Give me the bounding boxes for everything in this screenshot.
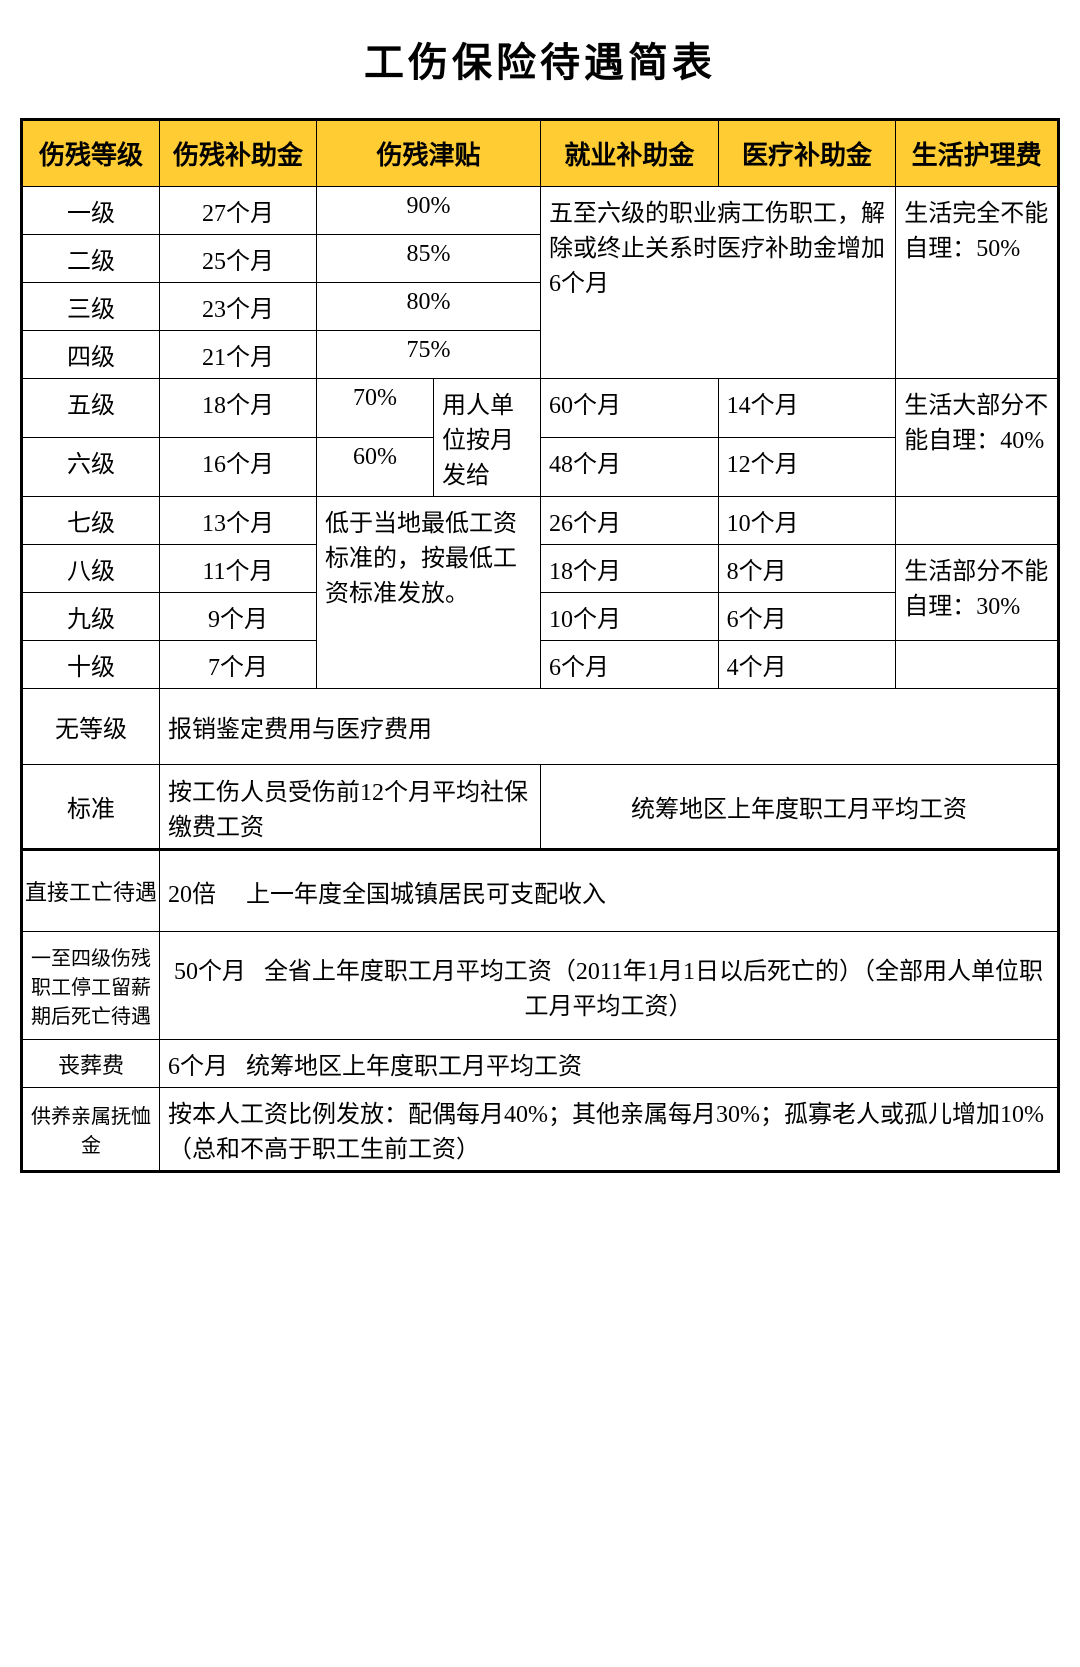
cell-employ: 6个月: [541, 641, 719, 689]
table-row: 一级 27个月 90% 五至六级的职业病工伤职工，解除或终止关系时医疗补助金增加…: [22, 187, 1059, 235]
standard-row: 标准 按工伤人员受伤前12个月平均社保缴费工资 统筹地区上年度职工月平均工资: [22, 765, 1059, 850]
page-title: 工伤保险待遇简表: [20, 30, 1060, 88]
table-row: 十级 7个月 6个月 4个月: [22, 641, 1059, 689]
death-mult: 20倍: [168, 882, 216, 908]
header-allowance: 伤残津贴: [317, 120, 541, 187]
header-employment: 就业补助金: [541, 120, 719, 187]
header-subsidy: 伤残补助金: [160, 120, 317, 187]
disabled-death-label: 一至四级伤残职工停工留薪期后死亡待遇: [22, 932, 160, 1040]
disabled-death-row: 一至四级伤残职工停工留薪期后死亡待遇 50个月 全省上年度职工月平均工资（201…: [22, 932, 1059, 1040]
cell-employ: 18个月: [541, 545, 719, 593]
dependent-row: 供养亲属抚恤金 按本人工资比例发放：配偶每月40%；其他亲属每月30%；孤寡老人…: [22, 1088, 1059, 1172]
cell-low-wage: 低于当地最低工资标准的，按最低工资标准发放。: [317, 497, 541, 689]
cell-subsidy: 25个月: [160, 235, 317, 283]
cell-subsidy: 16个月: [160, 438, 317, 497]
cell-grade: 一级: [22, 187, 160, 235]
header-medical: 医疗补助金: [718, 120, 896, 187]
header-care: 生活护理费: [896, 120, 1059, 187]
standard-text-2: 统筹地区上年度职工月平均工资: [541, 765, 1059, 850]
cell-allowance: 60%: [317, 438, 434, 497]
cell-allowance: 90%: [317, 187, 541, 235]
standard-text-1: 按工伤人员受伤前12个月平均社保缴费工资: [160, 765, 541, 850]
cell-employ: 60个月: [541, 379, 719, 438]
cell-empty: [896, 641, 1059, 689]
death-label: 直接工亡待遇: [22, 850, 160, 932]
cell-grade: 四级: [22, 331, 160, 379]
cell-medical-note: 五至六级的职业病工伤职工，解除或终止关系时医疗补助金增加6个月: [541, 187, 896, 379]
cell-subsidy: 23个月: [160, 283, 317, 331]
table-row: 八级 11个月 18个月 8个月 生活部分不能自理：30%: [22, 545, 1059, 593]
cell-employ: 48个月: [541, 438, 719, 497]
dependent-text: 按本人工资比例发放：配偶每月40%；其他亲属每月30%；孤寡老人或孤儿增加10%…: [160, 1088, 1059, 1172]
cell-care-1: 生活完全不能自理：50%: [896, 187, 1059, 379]
cell-allowance: 85%: [317, 235, 541, 283]
cell-subsidy: 18个月: [160, 379, 317, 438]
cell-medical: 12个月: [718, 438, 896, 497]
cell-subsidy: 7个月: [160, 641, 317, 689]
no-grade-label: 无等级: [22, 689, 160, 765]
table-row: 七级 13个月 低于当地最低工资标准的，按最低工资标准发放。 26个月 10个月: [22, 497, 1059, 545]
dependent-label: 供养亲属抚恤金: [22, 1088, 160, 1172]
disabled-death-mult: 50个月: [174, 959, 246, 985]
cell-medical: 6个月: [718, 593, 896, 641]
death-row: 直接工亡待遇 20倍 上一年度全国城镇居民可支配收入: [22, 850, 1059, 932]
funeral-row: 丧葬费 6个月 统筹地区上年度职工月平均工资: [22, 1040, 1059, 1088]
disabled-death-cell: 50个月 全省上年度职工月平均工资（2011年1月1日以后死亡的）（全部用人单位…: [160, 932, 1059, 1040]
standard-label: 标准: [22, 765, 160, 850]
table-row: 五级 18个月 70% 用人单位按月发给 60个月 14个月 生活大部分不能自理…: [22, 379, 1059, 438]
funeral-cell: 6个月 统筹地区上年度职工月平均工资: [160, 1040, 1059, 1088]
cell-employ: 10个月: [541, 593, 719, 641]
cell-care-3: 生活部分不能自理：30%: [896, 545, 1059, 641]
header-row: 伤残等级 伤残补助金 伤残津贴 就业补助金 医疗补助金 生活护理费: [22, 120, 1059, 187]
no-grade-text: 报销鉴定费用与医疗费用: [160, 689, 1059, 765]
cell-subsidy: 27个月: [160, 187, 317, 235]
cell-medical: 4个月: [718, 641, 896, 689]
cell-medical: 10个月: [718, 497, 896, 545]
funeral-text: 统筹地区上年度职工月平均工资: [246, 1054, 582, 1080]
cell-allowance: 70%: [317, 379, 434, 438]
cell-medical: 14个月: [718, 379, 896, 438]
cell-grade: 八级: [22, 545, 160, 593]
cell-allowance: 80%: [317, 283, 541, 331]
cell-grade: 六级: [22, 438, 160, 497]
funeral-mult: 6个月: [168, 1054, 228, 1080]
cell-grade: 三级: [22, 283, 160, 331]
cell-allowance: 75%: [317, 331, 541, 379]
no-grade-row: 无等级 报销鉴定费用与医疗费用: [22, 689, 1059, 765]
cell-subsidy: 21个月: [160, 331, 317, 379]
cell-employ: 26个月: [541, 497, 719, 545]
disabled-death-text: 全省上年度职工月平均工资（2011年1月1日以后死亡的）（全部用人单位职工月平均…: [264, 959, 1043, 1020]
cell-grade: 九级: [22, 593, 160, 641]
benefits-table: 伤残等级 伤残补助金 伤残津贴 就业补助金 医疗补助金 生活护理费 一级 27个…: [20, 118, 1060, 1173]
header-grade: 伤残等级: [22, 120, 160, 187]
cell-grade: 十级: [22, 641, 160, 689]
cell-grade: 七级: [22, 497, 160, 545]
cell-grade: 五级: [22, 379, 160, 438]
cell-medical: 8个月: [718, 545, 896, 593]
cell-grade: 二级: [22, 235, 160, 283]
death-cell: 20倍 上一年度全国城镇居民可支配收入: [160, 850, 1059, 932]
cell-employer-pay: 用人单位按月发给: [434, 379, 541, 497]
cell-subsidy: 13个月: [160, 497, 317, 545]
cell-empty: [896, 497, 1059, 545]
death-text: 上一年度全国城镇居民可支配收入: [246, 882, 606, 908]
cell-subsidy: 11个月: [160, 545, 317, 593]
funeral-label: 丧葬费: [22, 1040, 160, 1088]
cell-subsidy: 9个月: [160, 593, 317, 641]
cell-care-2: 生活大部分不能自理：40%: [896, 379, 1059, 497]
